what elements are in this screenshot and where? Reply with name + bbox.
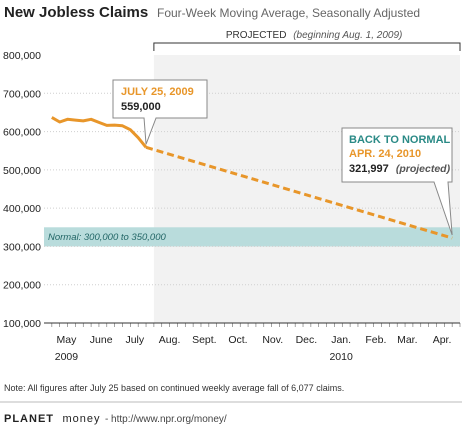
x-year-label: 2009 xyxy=(55,351,79,363)
x-tick-label: Feb. xyxy=(365,334,386,346)
callout-normal-value: 321,997 (projected) xyxy=(349,163,451,175)
callout-normal: BACK TO NORMAL APR. 24, 2010 321,997 (pr… xyxy=(341,127,453,236)
callout-normal-date: APR. 24, 2010 xyxy=(349,148,421,160)
x-tick-label: Sept. xyxy=(192,334,217,346)
x-tick-label: June xyxy=(90,334,113,346)
callout-current-date: JULY 25, 2009 xyxy=(121,86,194,98)
projection-bracket xyxy=(153,42,461,51)
y-tick-label: 500,000 xyxy=(3,165,41,177)
x-tick-label: July xyxy=(125,334,144,346)
y-tick-label: 200,000 xyxy=(3,280,41,292)
x-year-label: 2010 xyxy=(329,351,353,363)
x-tick-labels: May June July Aug. Sept. Oct. Nov. Dec. Jan. Feb.… xyxy=(55,334,452,363)
y-tick-label: 300,000 xyxy=(3,241,41,253)
y-tick-label: 700,000 xyxy=(3,88,41,100)
x-tick-label: Oct. xyxy=(228,334,247,346)
series-layer xyxy=(51,116,453,240)
projection-bracket-line xyxy=(153,42,461,51)
callout-normal-number: 321,997 xyxy=(349,163,389,175)
branding: PLANET money - http://www.npr.org/money/ xyxy=(4,409,227,426)
brand-url: http://www.npr.org/money/ xyxy=(111,414,227,425)
x-tick-label: Nov. xyxy=(262,334,283,346)
normal-range-band xyxy=(44,227,460,247)
x-tick-label: Jan. xyxy=(331,334,351,346)
series-line-solid xyxy=(51,116,148,149)
projection-label: PROJECTED (beginning Aug. 1, 2009) xyxy=(226,30,402,41)
x-tick-label: Mar. xyxy=(397,334,417,346)
callout-current: JULY 25, 2009 559,000 xyxy=(112,79,208,145)
footnote: Note: All figures after July 25 based on… xyxy=(4,383,344,393)
projection-label-main: PROJECTED xyxy=(226,30,287,41)
callout-normal-qualifier: (projected) xyxy=(396,163,451,175)
callout-current-box xyxy=(112,79,208,145)
x-tick-label: Apr. xyxy=(433,334,452,346)
y-tick-label: 600,000 xyxy=(3,127,41,139)
callout-normal-heading: BACK TO NORMAL xyxy=(349,134,451,146)
normal-range-label: Normal: 300,000 to 350,000 xyxy=(48,232,166,243)
brand-planet: PLANET xyxy=(4,413,54,425)
callout-normal-box xyxy=(341,127,453,236)
x-tick-label: Aug. xyxy=(159,334,181,346)
y-tick-label: 100,000 xyxy=(3,318,41,330)
x-tick-label: Dec. xyxy=(296,334,318,346)
brand-separator: - xyxy=(105,414,111,425)
x-axis-ticks xyxy=(51,323,461,327)
projection-label-detail: (beginning Aug. 1, 2009) xyxy=(293,30,402,41)
y-tick-labels: 100,000 200,000 300,000 400,000 500,000 600,0… xyxy=(3,50,41,330)
brand-money: money xyxy=(62,413,100,425)
callout-current-value: 559,000 xyxy=(121,101,161,113)
x-tick-label: May xyxy=(57,334,78,346)
series-line-dashed xyxy=(145,145,453,240)
y-tick-label: 800,000 xyxy=(3,50,41,62)
chart-title: New Jobless Claims xyxy=(4,4,148,21)
y-tick-label: 400,000 xyxy=(3,203,41,215)
chart-subtitle: Four-Week Moving Average, Seasonally Adj… xyxy=(157,6,420,20)
